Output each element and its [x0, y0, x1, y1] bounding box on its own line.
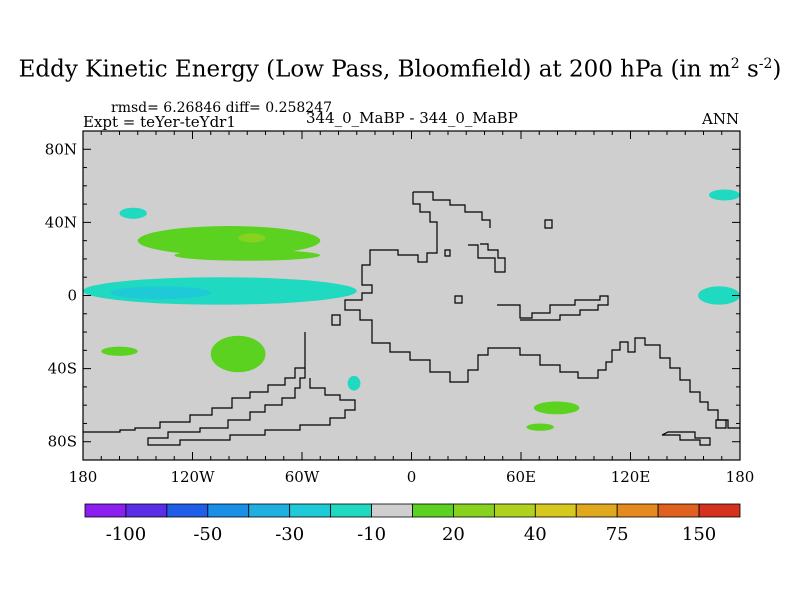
y-tick-label: 80S	[48, 433, 77, 451]
x-tick-label: 60E	[506, 468, 536, 486]
coastline-antarctic-tip	[715, 419, 727, 429]
colorbar-swatch	[453, 503, 495, 518]
contour-region-11	[698, 286, 740, 305]
x-axis-ticks: 180 120W 60W 0 60E 120E 180	[69, 131, 755, 486]
contour-region-4	[238, 233, 266, 243]
colorbar-swatch	[493, 503, 536, 518]
colorbar-swatch	[575, 503, 618, 518]
title-units: s	[739, 56, 759, 83]
y-tick-label: 80N	[45, 140, 77, 158]
x-tick-label: 180	[69, 468, 98, 486]
coastline-south-america	[83, 314, 341, 433]
colorbar-label: -100	[106, 524, 146, 545]
colorbar-swatch	[207, 503, 250, 518]
coastline-arabia	[468, 243, 506, 273]
colorbar-swatch	[166, 503, 209, 518]
chart-title: Eddy Kinetic Energy (Low Pass, Bloomfiel…	[0, 56, 800, 83]
contour-region-5	[174, 249, 321, 261]
case-label: 344_0_MaBP - 344_0_MaBP	[306, 109, 518, 127]
x-tick-label: 60W	[285, 468, 320, 486]
title-main: Eddy Kinetic Energy (Low Pass, Bloomfiel…	[18, 56, 731, 83]
coastlines	[83, 191, 740, 446]
colorbar-label: 40	[524, 524, 547, 545]
colorbar-label: 75	[606, 524, 629, 545]
contour-region-9	[526, 423, 554, 431]
contour-region-2	[110, 286, 211, 300]
minor-ticks	[83, 131, 740, 460]
y-tick-label: 0	[67, 287, 77, 305]
expt-label: Expt = teYer-teYdr1	[83, 113, 236, 131]
colorbar-swatch	[289, 503, 332, 518]
coastline-island-1	[544, 219, 553, 229]
x-tick-label: 180	[726, 468, 755, 486]
coastline-africa-eurasia	[344, 192, 740, 429]
colorbar-label: 150	[682, 524, 716, 545]
colorbar-label: -50	[193, 524, 222, 545]
colorbar-labels: -100 -50 -30 -10 20 40 75 150	[106, 524, 717, 545]
colorbar-swatch	[534, 503, 577, 518]
coastline-indian-ocean	[497, 295, 609, 321]
contour-region-10	[119, 207, 147, 219]
contour-region-6	[210, 335, 266, 373]
contour-region-3	[137, 226, 321, 256]
colorbar-swatch	[412, 503, 454, 518]
y-axis-ticks: 80N 40N 0 40S 80S	[45, 140, 740, 451]
contour-region-13	[347, 375, 361, 391]
colorbar-swatch	[657, 503, 700, 518]
colorbar-label: -30	[275, 524, 304, 545]
rmsd-label: rmsd= 6.26846 diff= 0.258247	[111, 100, 333, 116]
colorbar-swatch	[84, 503, 127, 518]
coastline-island-3	[444, 249, 451, 257]
colorbar-swatch	[698, 503, 741, 518]
contour-region-7	[101, 346, 138, 356]
colorbar-swatch	[248, 503, 291, 518]
x-tick-label: 120W	[170, 468, 215, 486]
coastline-australia	[661, 431, 711, 446]
title-exponent-2: -2	[758, 56, 773, 72]
colorbar-swatch	[330, 503, 372, 518]
x-tick-label: 0	[407, 468, 417, 486]
coastline-island-2	[454, 295, 463, 304]
contour-region-8	[533, 401, 580, 415]
x-tick-label: 120E	[611, 468, 651, 486]
y-tick-label: 40S	[48, 360, 77, 378]
colorbar-swatch	[371, 503, 413, 518]
coastline-south-america-south	[147, 368, 356, 446]
title-exponent-1: 2	[730, 56, 740, 72]
colorbar-swatch	[125, 503, 168, 518]
y-tick-label: 40N	[45, 213, 77, 231]
colorbar	[84, 503, 741, 518]
colorbar-label: 20	[442, 524, 465, 545]
colorbar-label: -10	[357, 524, 386, 545]
title-close: )	[772, 56, 782, 83]
season-label: ANN	[702, 110, 740, 128]
coastline-northern-europe	[413, 191, 491, 228]
contour-region-12	[708, 189, 740, 201]
contour-regions	[83, 189, 740, 431]
colorbar-swatch	[616, 503, 659, 518]
